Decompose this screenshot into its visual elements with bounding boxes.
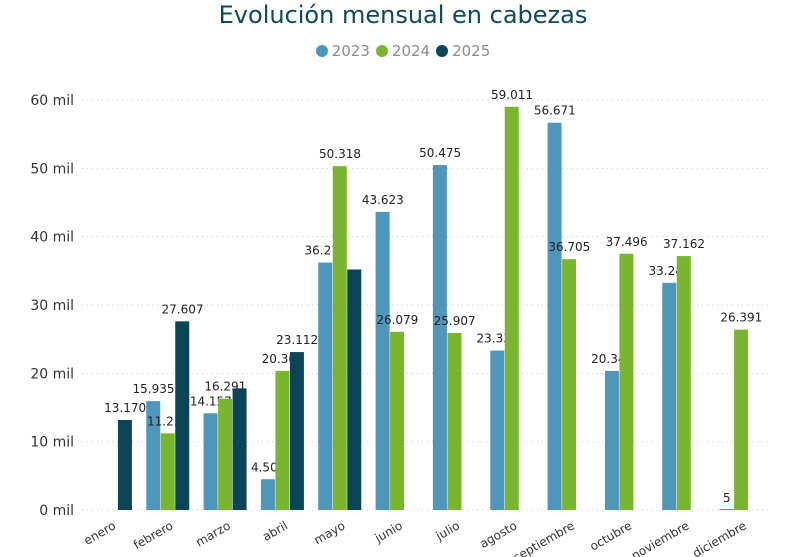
bar-2024-febrero — [160, 433, 175, 510]
bar-2024-agosto — [504, 106, 519, 510]
y-tick-label: 0 mil — [39, 503, 74, 519]
legend-label-2025: 2025 — [452, 42, 491, 60]
x-tick-label: junio — [372, 518, 405, 545]
bar-2023-diciembre — [719, 509, 734, 510]
legend[interactable]: 2023 2024 2025 — [0, 42, 806, 60]
x-tick-label: abril — [260, 518, 290, 543]
data-label-2023-junio: 43.623 — [362, 193, 404, 207]
bar-2025-mayo — [347, 269, 362, 510]
x-tick-label: febrero — [131, 518, 175, 552]
x-tick-label: agosto — [477, 518, 519, 550]
x-tick-label: diciembre — [690, 518, 749, 557]
data-label-2024-diciembre: 26.391 — [720, 311, 762, 325]
legend-item-2024[interactable]: 2024 — [375, 42, 431, 60]
data-label-2023-julio: 50.475 — [419, 146, 461, 160]
data-label-2025-enero: 13.170 — [104, 401, 146, 415]
legend-item-2025[interactable]: 2025 — [436, 42, 490, 60]
x-tick-label: septiembre — [511, 518, 577, 557]
bar-2024-mayo — [332, 166, 347, 510]
y-tick-label: 50 mil — [30, 161, 74, 177]
bar-2024-julio — [447, 332, 462, 510]
x-tick-label: julio — [433, 518, 462, 543]
x-tick-label: marzo — [193, 518, 233, 549]
bar-2024-marzo — [218, 398, 233, 510]
bar-2024-diciembre — [734, 329, 749, 510]
data-label-2024-agosto: 59.011 — [491, 88, 533, 102]
bar-2024-septiembre — [562, 259, 577, 510]
y-tick-label: 40 mil — [30, 230, 74, 246]
data-label-2024-julio: 25.907 — [434, 314, 476, 328]
bar-2025-febrero — [175, 321, 190, 510]
bar-2025-abril — [289, 352, 304, 510]
bar-2024-abril — [275, 370, 290, 510]
bar-2025-enero — [117, 420, 132, 510]
data-label-2023-diciembre: 5 — [723, 491, 731, 505]
bar-2025-marzo — [232, 388, 247, 510]
legend-label-2023: 2023 — [331, 42, 370, 60]
bar-2023-mayo — [318, 262, 333, 510]
data-label-2024-septiembre: 36.705 — [548, 240, 590, 254]
bar-2024-junio — [390, 331, 405, 510]
bar-2023-marzo — [203, 413, 218, 510]
y-tick-label: 10 mil — [30, 435, 74, 451]
data-label-2025-febrero: 27.607 — [162, 302, 204, 316]
bar-2023-abril — [260, 479, 275, 510]
y-tick-label: 60 mil — [30, 93, 74, 109]
chart-title: Evolución mensual en cabezas — [218, 1, 588, 29]
data-label-2023-febrero: 15.935 — [133, 382, 175, 396]
legend-marker-2024 — [375, 45, 388, 57]
x-tick-label: enero — [81, 518, 118, 547]
y-tick-label: 20 mil — [30, 366, 74, 382]
bar-2023-septiembre — [547, 122, 562, 510]
bar-2023-agosto — [490, 350, 505, 510]
x-tick-label: mayo — [311, 518, 347, 547]
bar-2023-octubre — [604, 370, 619, 510]
legend-item-2023[interactable]: 2023 — [315, 42, 370, 60]
legend-label-2024: 2024 — [391, 42, 431, 60]
data-label-2024-junio: 26.079 — [376, 313, 418, 327]
data-label-2025-abril: 23.112 — [276, 333, 318, 347]
data-label-2023-septiembre: 56.671 — [534, 104, 576, 118]
x-tick-label: octubre — [587, 518, 634, 553]
bar-2023-febrero — [146, 401, 161, 510]
legend-marker-2023 — [315, 45, 328, 57]
bar-2023-junio — [375, 211, 390, 511]
y-tick-label: 30 mil — [30, 298, 74, 314]
bar-2024-noviembre — [676, 256, 691, 510]
data-label-2024-mayo: 50.318 — [319, 147, 361, 161]
x-tick-label: noviembre — [629, 518, 692, 557]
bar-2023-noviembre — [662, 282, 677, 510]
legend-marker-2025 — [436, 45, 449, 57]
bar-2024-octubre — [619, 253, 634, 510]
data-label-2024-octubre: 37.496 — [606, 235, 648, 249]
bar-2023-julio — [432, 165, 447, 510]
data-label-2024-noviembre: 37.162 — [663, 237, 705, 251]
